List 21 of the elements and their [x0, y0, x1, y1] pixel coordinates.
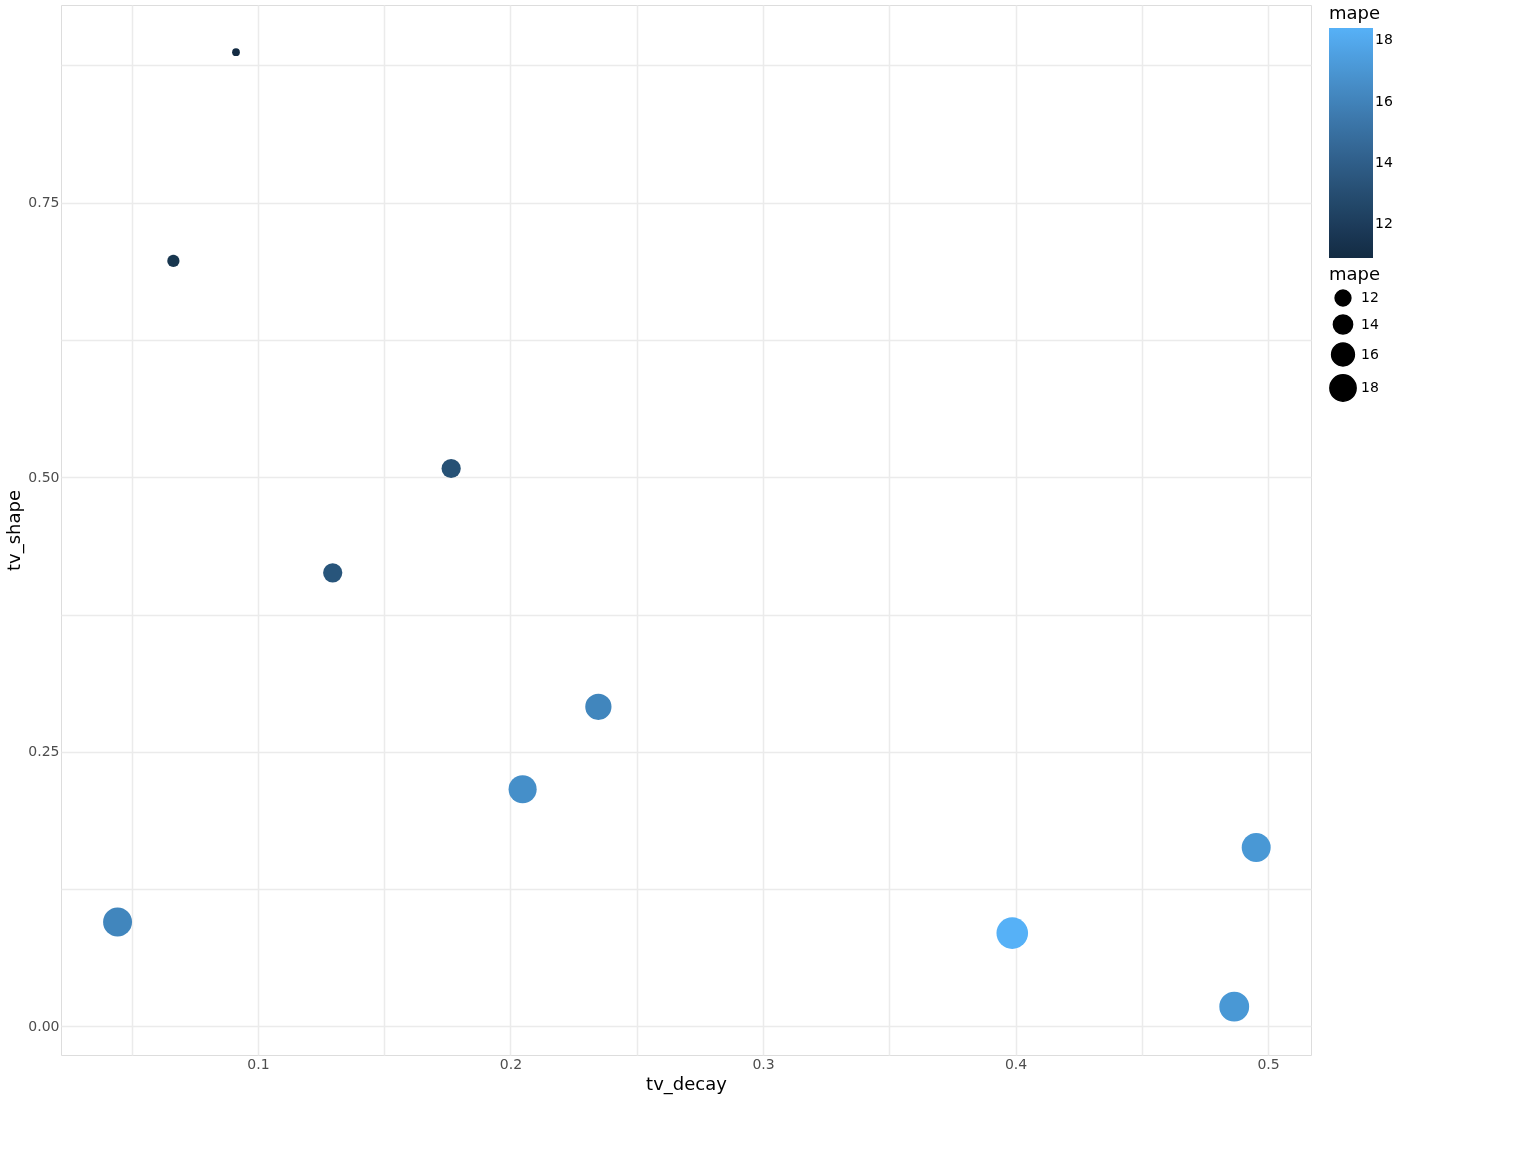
- x-axis-title: tv_decay: [646, 1072, 728, 1095]
- color-bar-label: 14: [1375, 153, 1393, 170]
- legend-label: 18: [1361, 379, 1379, 395]
- legend-label: 12: [1361, 289, 1379, 305]
- y-tick-label: 0.25: [28, 743, 60, 760]
- x-tick-label: 0.5: [1257, 1055, 1280, 1072]
- x-tick-label: 0.3: [752, 1055, 775, 1072]
- legend-label: 14: [1361, 315, 1379, 332]
- y-tick-label: 0.00: [28, 1017, 60, 1034]
- color-bar-label: 12: [1375, 215, 1393, 232]
- color-bar-label: 16: [1375, 92, 1393, 109]
- legend-label: 16: [1361, 345, 1379, 362]
- x-tick-label: 0.4: [1004, 1055, 1028, 1072]
- x-tick-label: 0.1: [247, 1055, 270, 1072]
- x-tick-label: 0.2: [499, 1055, 523, 1072]
- y-tick-label: 0.75: [28, 194, 60, 211]
- legend-title: mape: [1329, 263, 1381, 284]
- color-bar-label: 18: [1375, 31, 1393, 48]
- y-axis-title: tv_shape: [3, 489, 26, 572]
- color-bar-title: mape: [1329, 2, 1381, 23]
- y-tick-label: 0.50: [28, 468, 60, 485]
